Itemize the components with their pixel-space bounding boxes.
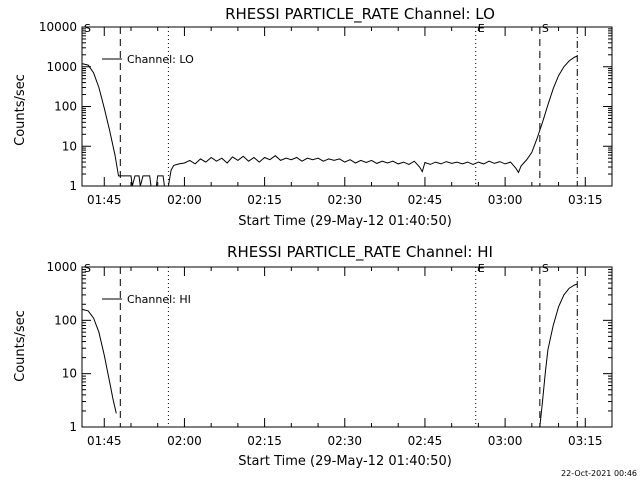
hi-chart-title: RHESSI PARTICLE_RATE Channel: HI (227, 243, 493, 262)
hi-channel-panel: RHESSI PARTICLE_RATE Channel: HI 1101001… (13, 243, 613, 469)
lo-channel-panel: RHESSI PARTICLE_RATE Channel: LO 1101001… (13, 5, 613, 229)
hi-event-marker-label: S (84, 262, 91, 275)
lo-y-tick-label: 10000 (39, 20, 77, 34)
hi-y-axis-label: Counts/sec (13, 310, 28, 382)
lo-x-tick-label: 02:30 (327, 193, 362, 207)
lo-x-tick-label: 03:15 (568, 193, 603, 207)
hi-plot-area: 1 10 100 1000 01:45 02:00 02:15 02:30 02:45 03:00… (46, 260, 613, 448)
lo-x-tick-label: 02:45 (408, 193, 443, 207)
hi-x-tick-label: 02:30 (327, 434, 362, 448)
lo-event-marker-label: S (542, 22, 549, 35)
hi-event-marker-label: S (542, 262, 549, 275)
lo-x-tick-label: 02:00 (167, 193, 202, 207)
lo-event-marker-label: E (478, 22, 485, 35)
lo-x-tick-label: 02:15 (247, 193, 282, 207)
hi-series-line (539, 283, 578, 428)
hi-y-tick-label: 100 (54, 313, 77, 327)
hi-y-tick-label: 1 (69, 420, 77, 434)
lo-y-tick-label: 100 (54, 100, 77, 114)
hi-x-tick-label: 01:45 (87, 434, 122, 448)
hi-event-marker-label: E (478, 262, 485, 275)
lo-chart-title: RHESSI PARTICLE_RATE Channel: LO (225, 5, 495, 24)
hi-y-tick-label: 1000 (46, 260, 77, 274)
hi-plot-frame (81, 266, 613, 428)
hi-x-tick-label: 02:00 (167, 434, 202, 448)
lo-x-axis-label: Start Time (29-May-12 01:40:50) (238, 214, 452, 229)
hi-x-tick-label: 03:15 (568, 434, 603, 448)
lo-plot-area: 1 10 100 1000 10000 01:45 02:00 02:15 02:30 02:45… (39, 20, 613, 207)
generation-timestamp: 22-Oct-2021 00:46 (561, 469, 637, 478)
hi-x-tick-label: 02:45 (408, 434, 443, 448)
lo-y-tick-label: 10 (62, 139, 77, 153)
lo-event-marker-label: S (84, 22, 91, 35)
lo-y-axis-label: Counts/sec (13, 74, 28, 146)
hi-legend-entry: Channel: HI (127, 293, 191, 306)
hi-x-tick-label: 02:15 (247, 434, 282, 448)
hi-x-axis-label: Start Time (29-May-12 01:40:50) (238, 454, 452, 469)
lo-x-tick-label: 01:45 (87, 193, 122, 207)
lo-x-tick-label: 03:00 (488, 193, 523, 207)
lo-series-line (81, 55, 578, 187)
hi-series-line (81, 308, 117, 414)
lo-y-tick-label: 1000 (46, 60, 77, 74)
hi-x-tick-label: 03:00 (488, 434, 523, 448)
lo-y-tick-label: 1 (69, 179, 77, 193)
lo-legend-entry: Channel: LO (127, 53, 194, 66)
hi-y-tick-label: 10 (62, 367, 77, 381)
